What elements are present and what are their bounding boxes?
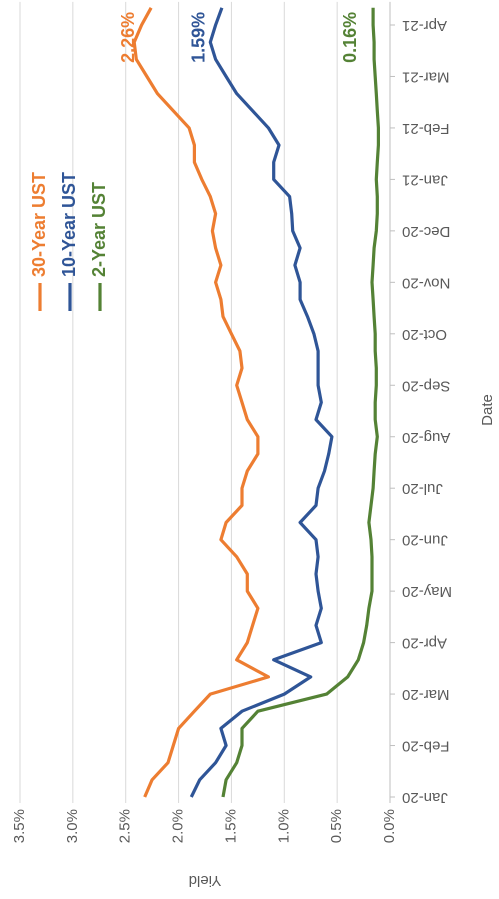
x-tick-label: Jun-20 [402, 532, 448, 549]
end-label: 0.16% [340, 12, 360, 63]
y-tick-label: 3.0% [64, 809, 81, 843]
series-line [189, 7, 334, 798]
x-tick-label: Apr-20 [402, 635, 447, 652]
y-tick-label: 2.5% [117, 809, 134, 843]
x-tick-label: Mar-21 [402, 68, 450, 85]
x-tick-label: Aug-20 [402, 429, 450, 446]
x-tick-label: Jan-20 [402, 789, 448, 806]
y-axis-label: Yield [189, 872, 222, 889]
end-label: 1.59% [189, 12, 209, 63]
legend-label: 10-Year UST [59, 172, 79, 277]
end-label: 2.26% [118, 12, 138, 63]
y-tick-label: 1.0% [275, 809, 292, 843]
y-tick-label: 0.5% [328, 809, 345, 843]
rotated-chart: Yield Date 0.0% 0.5% 1.0% 1.5% 2.0% 2.5% 3.0% 3… [11, 1, 496, 889]
x-axis-label: Date [479, 394, 496, 426]
y-tick-label: 2.0% [170, 809, 187, 843]
y-tick-label: 3.5% [11, 809, 28, 843]
x-tick-label: Feb-20 [402, 738, 450, 755]
y-tick-label: 1.5% [222, 809, 239, 843]
legend-label: 30-Year UST [29, 172, 49, 277]
x-tick-label: Dec-20 [402, 223, 450, 240]
series-line [221, 7, 380, 798]
x-tick-label: Jul-20 [402, 480, 443, 497]
series-line [132, 7, 270, 798]
x-tick-label: Sep-20 [402, 377, 450, 394]
x-tick-label: Feb-21 [402, 120, 450, 137]
y-tick-label: 0.0% [381, 809, 398, 843]
x-tick-label: May-20 [402, 583, 452, 600]
x-tick-label: Jan-21 [402, 171, 448, 188]
x-tick-label: Oct-20 [402, 326, 447, 343]
x-tick-label: Nov-20 [402, 274, 450, 291]
legend-label: 2-Year UST [89, 182, 109, 277]
x-tick-label: Mar-20 [402, 686, 450, 703]
x-tick-label: Apr-21 [402, 17, 447, 34]
